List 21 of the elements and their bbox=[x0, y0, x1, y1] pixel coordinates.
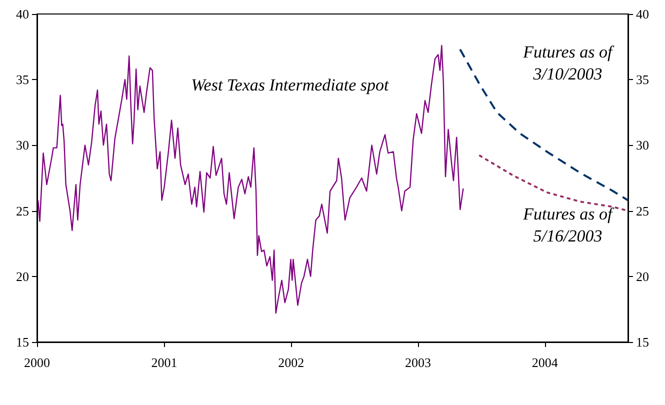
y-tick-label: 25 bbox=[16, 203, 29, 218]
y-tick-label: 15 bbox=[16, 334, 29, 350]
series-label: Futures as of 5/16/2003 bbox=[522, 204, 615, 246]
y2-tick-label: 35 bbox=[636, 72, 649, 88]
y2-tick-label: 30 bbox=[636, 138, 649, 153]
y-tick-label: 40 bbox=[16, 6, 29, 22]
text: Futures as of 3/10/2003 bbox=[522, 42, 615, 84]
y2-tick-label: 25 bbox=[636, 203, 649, 218]
y-tick-label: 20 bbox=[16, 268, 29, 284]
line-series bbox=[37, 44, 464, 314]
x-tick-label: 2001 bbox=[151, 355, 178, 370]
x-tick-label: 2004 bbox=[532, 355, 558, 370]
y-tick-label: 35 bbox=[16, 72, 29, 88]
series-label: West Texas Intermediate spot bbox=[191, 75, 390, 94]
y2-tick-label: 40 bbox=[636, 6, 649, 22]
x-tick-label: 2003 bbox=[405, 355, 432, 370]
x-tick-label: 2002 bbox=[278, 355, 304, 370]
y2-tick-label: 20 bbox=[636, 268, 649, 284]
y-tick-label: 30 bbox=[16, 138, 29, 153]
y2-tick-label: 15 bbox=[636, 334, 649, 350]
x-tick-label: 2000 bbox=[24, 355, 50, 370]
